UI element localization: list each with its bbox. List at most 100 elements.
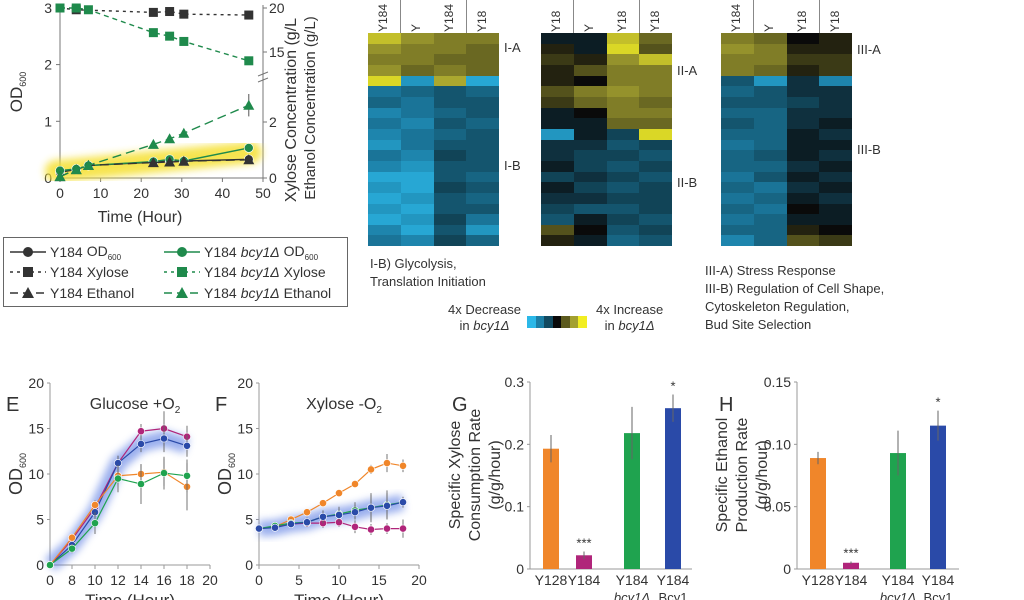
caption-line: III-B) Regulation of Cell Shape, bbox=[705, 281, 885, 296]
heatmap-cell bbox=[753, 224, 787, 236]
heatmap-cell bbox=[639, 182, 672, 193]
heatmap-cell bbox=[400, 150, 434, 161]
data-point bbox=[71, 3, 81, 13]
heatmap-row bbox=[541, 235, 672, 247]
heatmap-cell bbox=[639, 118, 672, 129]
x-tick-label: 10 bbox=[331, 572, 347, 588]
caption-line: III-A) Stress Response bbox=[705, 263, 836, 278]
heatmap-cell bbox=[573, 75, 607, 87]
x-tick-label: 20 bbox=[202, 572, 218, 588]
y2-axis-label-xylose: Xylose Concentration (g/L bbox=[283, 18, 300, 202]
data-point bbox=[255, 524, 263, 533]
heatmap-cell bbox=[721, 171, 754, 183]
heatmap-row bbox=[368, 192, 499, 204]
data-point bbox=[137, 427, 145, 436]
colorbar-swatch bbox=[561, 316, 570, 328]
data-point bbox=[91, 501, 99, 509]
heatmap-cell bbox=[573, 128, 607, 140]
heatmap-cell bbox=[573, 160, 607, 172]
heatmap-cell bbox=[541, 150, 574, 161]
data-point bbox=[243, 99, 255, 110]
heatmap-cell bbox=[466, 224, 499, 236]
heatmap-cell bbox=[606, 139, 640, 151]
heatmap-cell bbox=[433, 107, 467, 119]
heatmap-row bbox=[721, 43, 852, 55]
heatmap-column-label: Y184 bbox=[729, 3, 743, 32]
data-point bbox=[68, 544, 76, 553]
heatmap-row bbox=[541, 171, 672, 183]
heatmap-cell bbox=[786, 75, 820, 87]
title-sub: 2 bbox=[376, 405, 382, 416]
heatmap-cell bbox=[541, 118, 574, 129]
heatmap-cell bbox=[368, 235, 401, 247]
bar bbox=[576, 555, 592, 569]
heatmap-cell bbox=[573, 96, 607, 108]
data-point bbox=[399, 498, 407, 507]
heatmap-cell bbox=[786, 96, 820, 108]
data-point bbox=[351, 480, 359, 488]
heatmap-cell bbox=[753, 171, 787, 183]
x-axis-label: Time (Hour) bbox=[98, 209, 183, 226]
heatmap-cell bbox=[466, 33, 499, 44]
heatmap-column-label: Y18 bbox=[615, 10, 629, 32]
heatmap-column-label: Y184 bbox=[442, 3, 456, 32]
x-tick-sublabel: bcy1Δ bbox=[880, 590, 916, 600]
heatmap-row bbox=[721, 75, 852, 87]
heatmap-cell bbox=[819, 214, 852, 225]
heatmap-column-label: Y18 bbox=[648, 10, 662, 32]
data-point bbox=[367, 503, 375, 512]
heatmap-cell bbox=[606, 75, 640, 87]
heatmap-cell bbox=[753, 128, 787, 140]
column-separator bbox=[753, 0, 754, 33]
cluster-label: II-A bbox=[677, 63, 698, 78]
y2-axis-label-ethanol: Ethanol Concentration (g/L) bbox=[302, 16, 319, 199]
heatmap-cell bbox=[639, 33, 672, 44]
y-tick-label: 20 bbox=[28, 375, 44, 391]
y-axis-label: OD600 bbox=[6, 453, 28, 495]
heatmap-cell bbox=[606, 86, 640, 97]
heatmap-cell bbox=[433, 224, 467, 236]
heatmap-cell bbox=[786, 235, 820, 247]
data-point bbox=[178, 127, 190, 138]
chart-legend: Y184 OD600 Y184 bcy1Δ OD600 Y184 Xylose … bbox=[3, 237, 348, 307]
y2-tick-label: 2 bbox=[269, 114, 277, 130]
heatmap-row bbox=[721, 128, 852, 140]
x-tick-label: 10 bbox=[87, 572, 103, 588]
heatmap-cell bbox=[606, 235, 640, 247]
heatmap-cell bbox=[368, 64, 401, 76]
heatmap-cell bbox=[639, 43, 672, 55]
data-point bbox=[160, 469, 168, 477]
heatmap-cell bbox=[368, 43, 401, 55]
heatmap-cell bbox=[639, 150, 672, 161]
column-separator bbox=[466, 0, 467, 33]
heatmap-row bbox=[541, 43, 672, 55]
heatmap-cell bbox=[368, 160, 401, 172]
heatmap-cell bbox=[786, 160, 820, 172]
heatmap-row bbox=[368, 214, 499, 225]
heatmap-cell bbox=[639, 171, 672, 183]
heatmap-cell bbox=[400, 171, 434, 183]
heatmap-cell bbox=[466, 235, 499, 247]
heatmap-cell bbox=[466, 86, 499, 97]
heatmap-cell bbox=[368, 107, 401, 119]
heatmap-row bbox=[541, 139, 672, 151]
ylabel-main: OD bbox=[6, 468, 26, 495]
heatmap-cell bbox=[400, 139, 434, 151]
caption-line: I-B) Glycolysis, bbox=[370, 256, 457, 271]
heatmap-cell bbox=[721, 96, 754, 108]
heatmap-cell bbox=[721, 192, 754, 204]
green-square-marker-icon bbox=[164, 267, 200, 277]
heatmap-cell bbox=[541, 107, 574, 119]
heatmap-cell bbox=[753, 107, 787, 119]
y-tick-label: 0.15 bbox=[764, 374, 791, 390]
heatmap-cell bbox=[753, 54, 787, 65]
y-axis-label: (g/g/hour) bbox=[754, 440, 771, 509]
bar bbox=[624, 433, 640, 569]
heatmap-cell bbox=[400, 160, 434, 172]
heatmap-cell bbox=[753, 118, 787, 129]
x-tick-label: 0 bbox=[255, 572, 263, 588]
heatmap-cell bbox=[541, 54, 574, 65]
heatmap-cell bbox=[639, 128, 672, 140]
x-tick-label: 12 bbox=[110, 572, 126, 588]
heatmap-cell bbox=[541, 33, 574, 44]
